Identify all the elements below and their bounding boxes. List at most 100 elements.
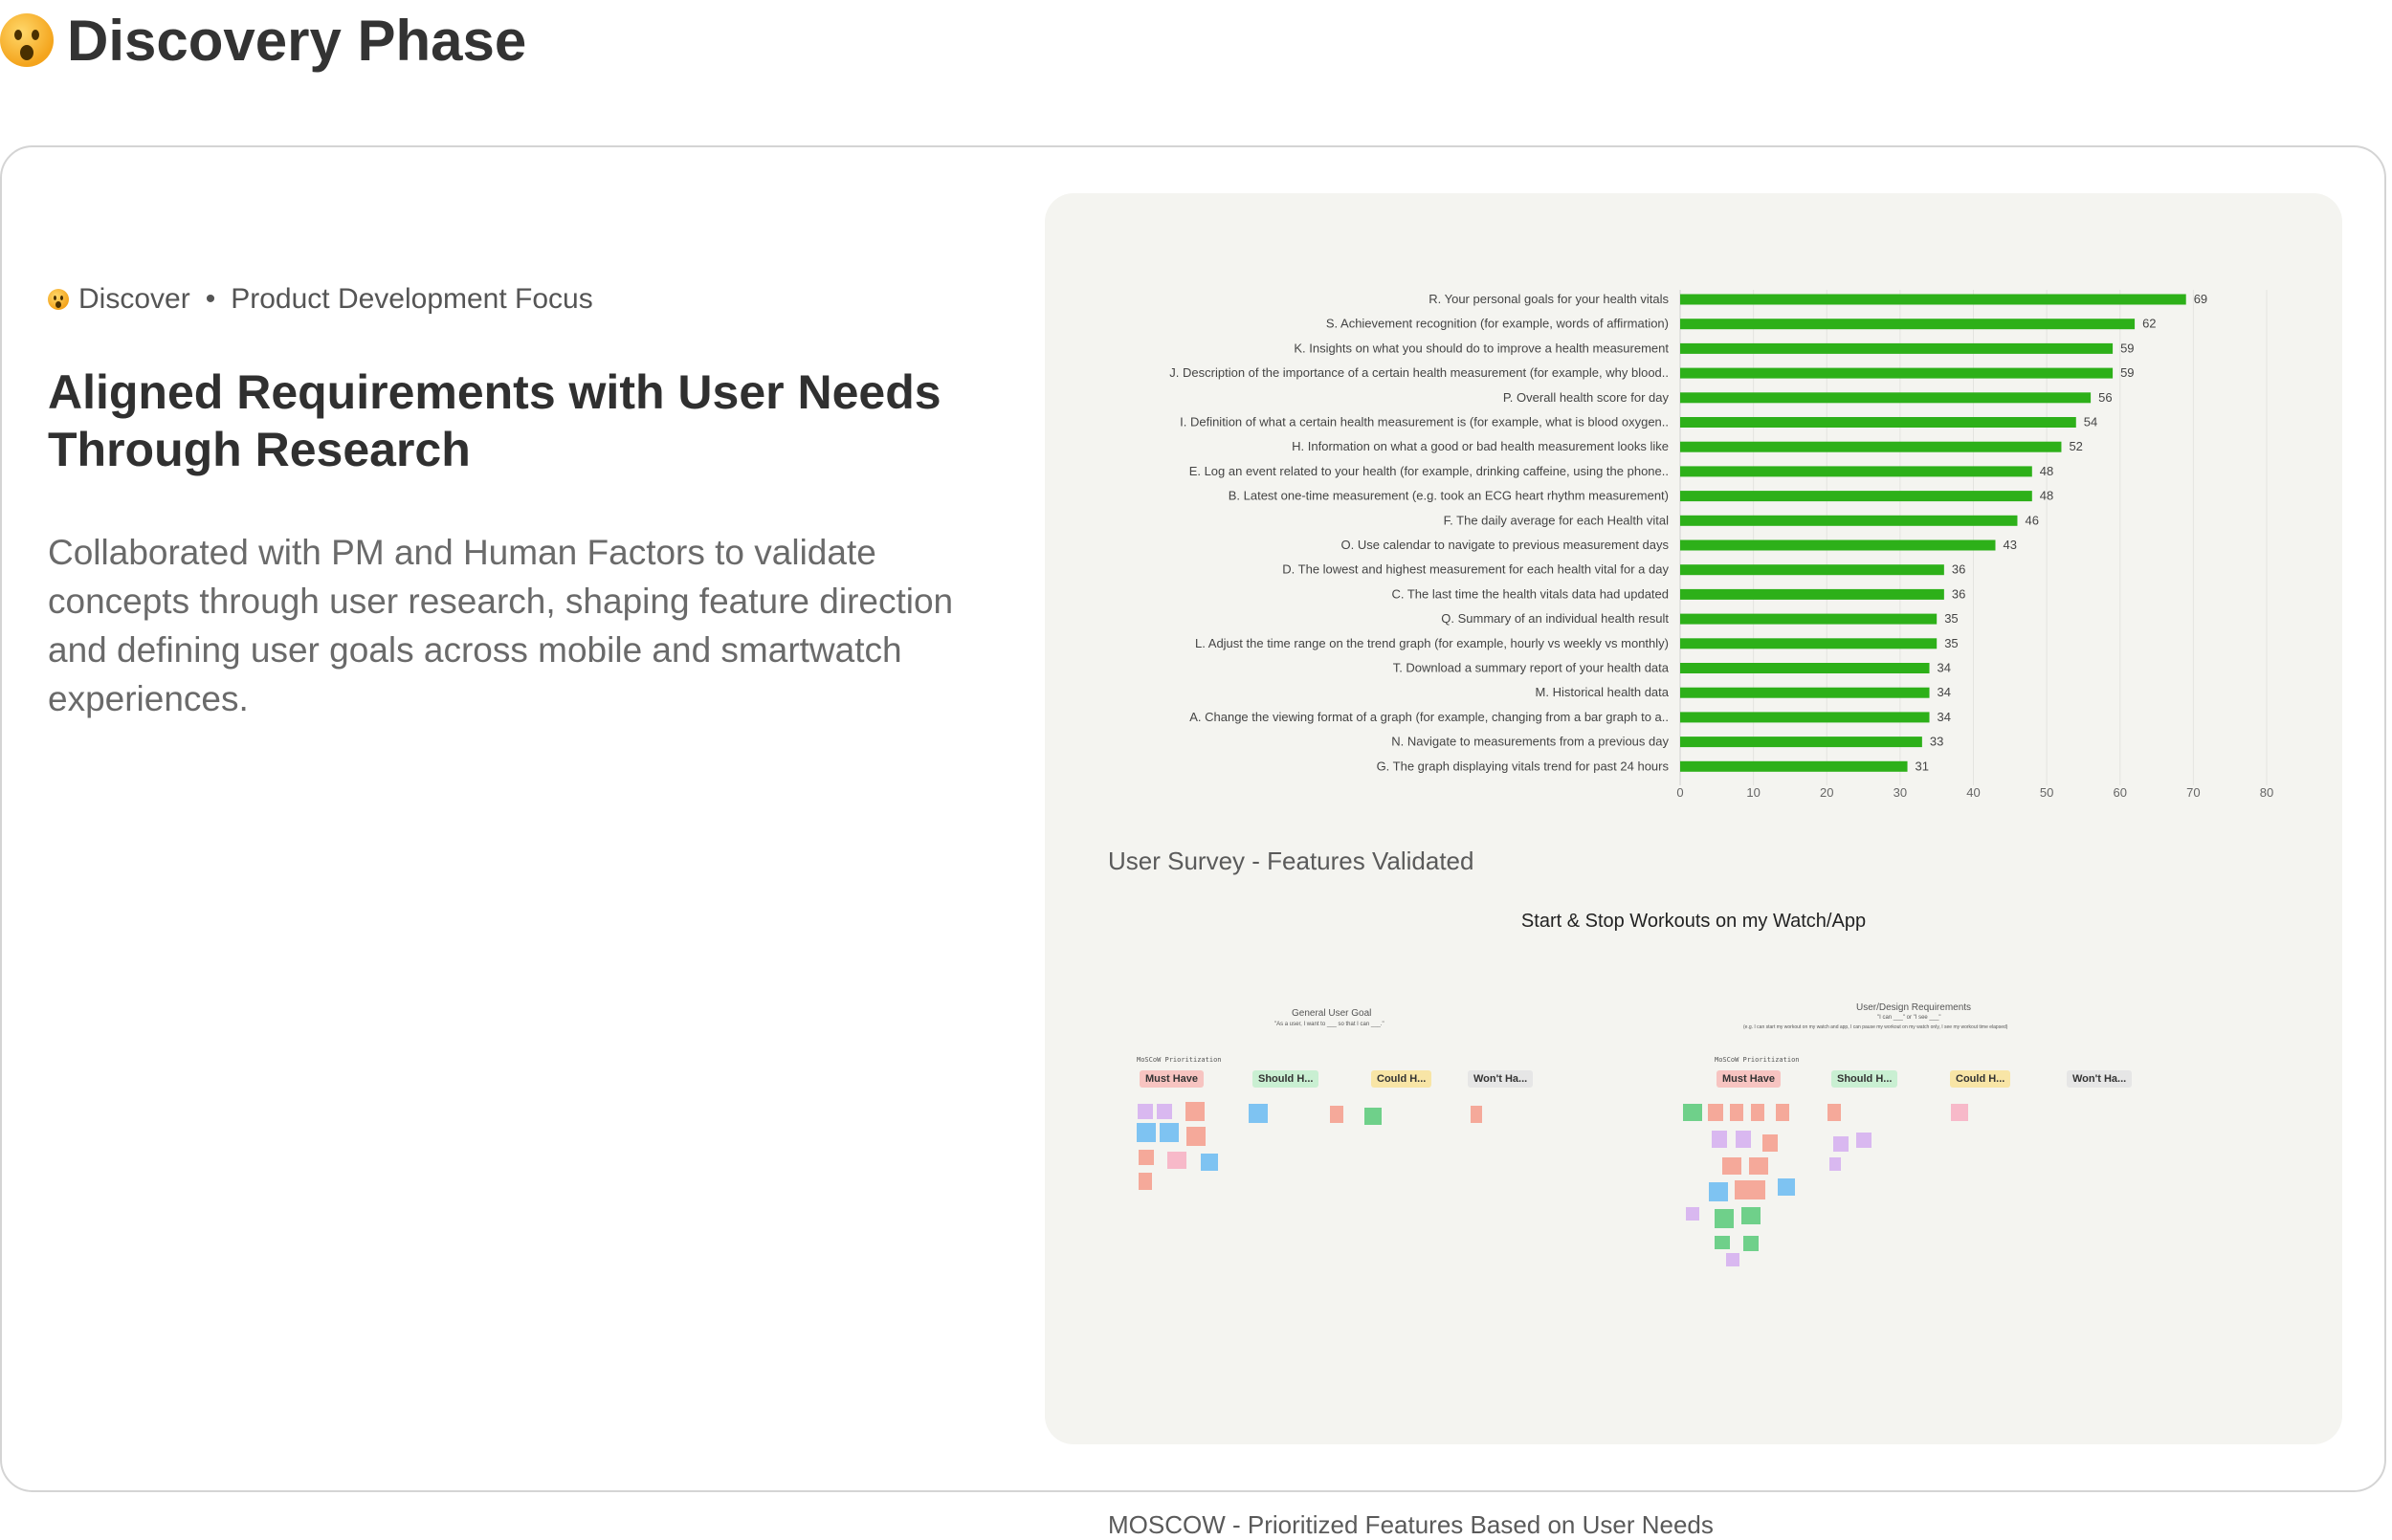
sticky-note	[1951, 1104, 1968, 1121]
chart-bar	[1680, 319, 2136, 330]
section-meta: Discover • Product Development Focus	[48, 283, 593, 316]
card-description: Collaborated with PM and Human Factors t…	[48, 533, 954, 718]
left-could-have-tag: Could H...	[1371, 1070, 1432, 1088]
chart-data-label: 48	[2040, 489, 2053, 503]
chart-category-label: A. Change the viewing format of a graph …	[1189, 710, 1669, 724]
chart-bar	[1680, 687, 1930, 698]
chart-data-label: 59	[2120, 365, 2134, 380]
chart-category-label: B. Latest one-time measurement (e.g. too…	[1229, 489, 1669, 503]
chart-category-label: Q. Summary of an individual health resul…	[1441, 611, 1669, 626]
right-board-example: (e.g. I can start my workout on my watch…	[1743, 1024, 2008, 1030]
left-board-subheading: "As a user, I want to ___ so that I can …	[1274, 1022, 1384, 1027]
chart-category-label: R. Your personal goals for your health v…	[1429, 292, 1669, 306]
chart-x-tick-label: 30	[1894, 785, 1907, 800]
chart-data-label: 34	[1938, 685, 1951, 699]
chart-data-label: 52	[2069, 439, 2082, 453]
left-board-heading: General User Goal	[1292, 1008, 1372, 1019]
chart-bar	[1680, 367, 2114, 379]
sticky-note	[1736, 1131, 1751, 1148]
meta-separator: •	[205, 283, 216, 315]
chart-data-label: 48	[2040, 464, 2053, 478]
sticky-note	[1160, 1123, 1179, 1142]
right-board-heading: User/Design Requirements	[1856, 1002, 1972, 1013]
card-headline: Aligned Requirements with User Needs Thr…	[48, 365, 941, 476]
survey-bar-chart: R. Your personal goals for your health v…	[1169, 290, 2273, 800]
chart-data-label: 54	[2084, 415, 2097, 429]
chart-bar	[1680, 491, 2032, 502]
sticky-note	[1715, 1236, 1730, 1249]
sticky-note	[1776, 1104, 1789, 1121]
chart-bar	[1680, 712, 1930, 723]
chart-data-label: 69	[2194, 292, 2207, 306]
chart-x-tick-label: 40	[1966, 785, 1980, 800]
focus-label: Product Development Focus	[231, 283, 593, 315]
chart-bar	[1680, 588, 1944, 600]
sticky-note	[1167, 1152, 1186, 1169]
sticky-note	[1471, 1106, 1482, 1123]
moscow-board-title: Start & Stop Workouts on my Watch/App	[1520, 911, 1867, 932]
sticky-note	[1249, 1104, 1268, 1123]
chart-data-label: 43	[2003, 538, 2016, 552]
right-should-have-tag: Should H...	[1831, 1070, 1898, 1088]
chart-category-label: O. Use calendar to navigate to previous …	[1340, 538, 1669, 552]
sticky-note	[1709, 1182, 1728, 1201]
chart-bar	[1680, 515, 2018, 526]
chart-bar	[1680, 737, 1922, 748]
sticky-note	[1749, 1157, 1768, 1175]
chart-bar	[1680, 663, 1930, 673]
chart-x-tick-label: 50	[2040, 785, 2053, 800]
moscow-caption: MOSCOW - Prioritized Features Based on U…	[1108, 1510, 1714, 1539]
chart-bar	[1680, 342, 2114, 354]
sticky-note	[1157, 1104, 1172, 1119]
chart-category-label: K. Insights on what you should do to imp…	[1294, 341, 1669, 355]
sticky-note	[1762, 1134, 1778, 1152]
right-board-label: MoSCoW Prioritization	[1715, 1056, 1800, 1064]
chart-category-label: F. The daily average for each Health vit…	[1444, 513, 1669, 527]
chart-x-tick-label: 80	[2260, 785, 2273, 800]
sticky-note	[1138, 1104, 1153, 1119]
sticky-note	[1735, 1180, 1765, 1199]
chart-data-label: 59	[2120, 341, 2134, 355]
sticky-note	[1185, 1102, 1205, 1121]
sticky-note	[1201, 1154, 1218, 1171]
chart-x-tick-label: 10	[1746, 785, 1760, 800]
sticky-note	[1730, 1104, 1743, 1121]
sticky-note	[1186, 1127, 1206, 1146]
chart-data-label: 34	[1938, 661, 1951, 675]
chart-bar	[1680, 417, 2076, 428]
chart-bar	[1680, 638, 1938, 649]
survey-caption: User Survey - Features Validated	[1108, 847, 1474, 875]
chart-bar	[1680, 441, 2062, 452]
astonished-face-icon	[48, 289, 69, 310]
chart-data-label: 56	[2098, 390, 2112, 405]
chart-category-label: N. Navigate to measurements from a previ…	[1391, 735, 1669, 749]
chart-x-tick-label: 60	[2114, 785, 2127, 800]
sticky-note	[1778, 1178, 1795, 1196]
sticky-note	[1722, 1157, 1741, 1175]
chart-category-label: D. The lowest and highest measurement fo…	[1282, 562, 1669, 577]
chart-data-label: 62	[2142, 317, 2156, 331]
chart-category-label: L. Adjust the time range on the trend gr…	[1195, 636, 1669, 650]
left-wont-have-tag: Won't Ha...	[1468, 1070, 1534, 1088]
left-should-have-tag: Should H...	[1252, 1070, 1319, 1088]
right-could-have-tag: Could H...	[1950, 1070, 2011, 1088]
sticky-note	[1741, 1207, 1761, 1224]
sticky-note	[1751, 1104, 1764, 1121]
chart-bar	[1680, 539, 1996, 551]
image-panel: R. Your personal goals for your health v…	[1045, 193, 2342, 1539]
left-board-label: MoSCoW Prioritization	[1137, 1056, 1222, 1064]
chart-bar	[1680, 466, 2032, 477]
sticky-note	[1330, 1106, 1343, 1123]
chart-data-label: 46	[2025, 513, 2038, 527]
chart-data-label: 34	[1938, 710, 1951, 724]
chart-bar	[1680, 760, 1908, 772]
sticky-note	[1743, 1236, 1759, 1251]
left-must-have-tag: Must Have	[1140, 1070, 1205, 1088]
sticky-note	[1708, 1104, 1723, 1121]
chart-data-label: 35	[1944, 636, 1958, 650]
chart-x-tick-label: 0	[1676, 785, 1683, 800]
page-title: Discovery Phase	[0, 2, 526, 78]
chart-bar	[1680, 392, 2092, 404]
chart-category-label: P. Overall health score for day	[1503, 390, 1670, 405]
chart-category-label: S. Achievement recognition (for example,…	[1326, 317, 1669, 331]
